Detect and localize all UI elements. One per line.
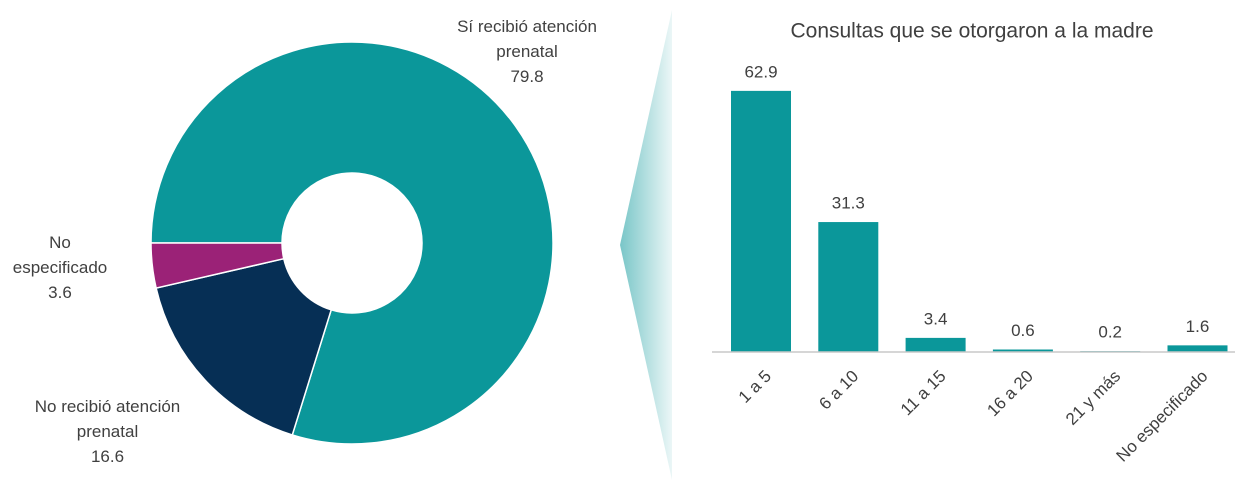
- bar-value-label: 1.6: [1186, 317, 1210, 336]
- bar: [1167, 345, 1228, 352]
- connector: [620, 10, 672, 480]
- slice-label: Sí recibió atención prenatal 79.8: [432, 14, 622, 89]
- donut-slice: [150, 242, 285, 289]
- bar-value-label: 0.6: [1011, 321, 1035, 340]
- slice-name: No recibió atención prenatal: [34, 397, 181, 441]
- slice-label: No recibió atención prenatal 16.6: [10, 394, 205, 469]
- slice-value: 16.6: [90, 447, 125, 466]
- donut-slice: [150, 41, 554, 445]
- x-tick-label: 11 a 15: [897, 367, 950, 420]
- x-tick-label: 1 a 5: [735, 367, 775, 407]
- donut-slice: [155, 257, 333, 436]
- bar: [905, 337, 966, 352]
- slice-label: No especificado 3.6: [5, 230, 115, 305]
- bar-value-label: 62.9: [744, 62, 777, 81]
- slice-name: No especificado: [12, 233, 108, 277]
- x-tick-label: 16 a 20: [983, 367, 1037, 421]
- x-tick-label: 21 y más: [1062, 367, 1124, 429]
- bar: [818, 222, 879, 352]
- bar-value-label: 3.4: [924, 309, 948, 328]
- bar-value-label: 0.2: [1098, 323, 1122, 342]
- x-tick-label: No especificado: [1113, 367, 1212, 466]
- bar-value-label: 31.3: [832, 194, 865, 213]
- slice-value: 79.8: [510, 67, 544, 86]
- chart-title: Consultas que se otorgaron a la madre: [790, 20, 1153, 43]
- bar: [731, 90, 791, 352]
- bar: [992, 349, 1053, 352]
- slice-name: Sí recibió atención prenatal: [457, 17, 597, 61]
- slice-value: 3.6: [48, 283, 72, 302]
- x-tick-label: 6 a 10: [815, 367, 862, 414]
